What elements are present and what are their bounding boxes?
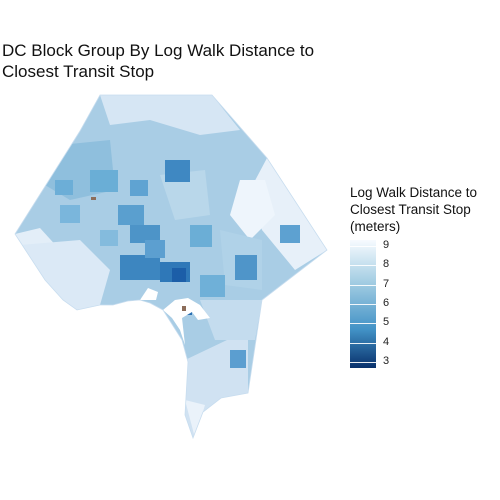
legend-tick-label: 7 <box>383 277 390 290</box>
legend-tick-mark <box>350 245 376 247</box>
legend-tick-label: 8 <box>383 258 390 271</box>
map-title: DC Block Group By Log Walk Distance to C… <box>2 41 315 81</box>
legend-tick-label: 6 <box>383 297 390 309</box>
legend-tick-label: 4 <box>383 335 390 348</box>
legend-tick-mark <box>350 342 376 344</box>
legend-tick-mark <box>350 323 376 325</box>
legend-tick-mark <box>350 284 376 286</box>
legend-tick-mark <box>350 362 376 364</box>
legend-tick-mark <box>350 265 376 267</box>
legend-tick-label: 5 <box>383 316 390 329</box>
legend-tick-mark <box>350 304 376 305</box>
marker-feature <box>91 197 96 200</box>
legend-tick-label: 9 <box>383 238 390 251</box>
marker-feature <box>182 306 186 311</box>
legend-tick-label: 3 <box>383 355 390 368</box>
legend-title: Log Walk Distance to Closest Transit Sto… <box>350 185 478 234</box>
rivers <box>113 288 210 345</box>
